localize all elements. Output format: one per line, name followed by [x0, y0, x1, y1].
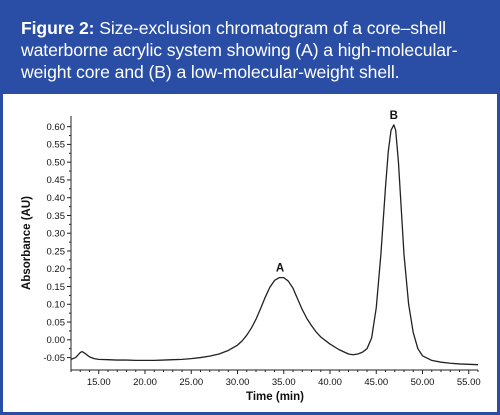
x-axis-title: Time (min): [246, 391, 304, 403]
y-axis: -0.05 0.00 0.05 0.10 0.15 0.20 0.25 0.30 0.35 0.4…: [43, 116, 72, 370]
x-tick-label: 15.00: [87, 377, 111, 388]
y-tick-label: 0.05: [47, 317, 66, 328]
y-tick-label: 0.35: [47, 211, 66, 222]
caption-text: Size-exclusion chromatogram of a core–sh…: [21, 18, 458, 82]
y-tick-label: 0.15: [47, 282, 66, 293]
y-ticks: -0.05 0.00 0.05 0.10 0.15 0.20 0.25 0.30 0.35 0.4…: [43, 122, 71, 364]
x-ticks: 15.00 20.00 25.00 30.00 35.00 40.00 45.00 50.00…: [70, 370, 481, 388]
x-tick-label: 25.00: [179, 377, 203, 388]
y-tick-label: -0.05: [43, 353, 65, 364]
x-tick-label: 50.00: [411, 377, 435, 388]
peak-label-a: A: [276, 263, 284, 275]
y-axis-title: Absorbance (AU): [21, 196, 33, 290]
y-tick-label: 0.50: [47, 157, 66, 168]
chromatogram-chart: -0.05 0.00 0.05 0.10 0.15 0.20 0.25 0.30 0.35 0.4…: [21, 110, 481, 403]
x-axis: 15.00 20.00 25.00 30.00 35.00 40.00 45.00 50.00…: [70, 369, 481, 388]
y-tick-label: 0.55: [47, 140, 66, 151]
x-tick-label: 55.00: [457, 377, 481, 388]
y-tick-label: 0.20: [47, 264, 66, 275]
y-tick-label: 0.00: [47, 335, 66, 346]
y-tick-label: 0.45: [47, 175, 66, 186]
x-tick-label: 30.00: [226, 377, 250, 388]
x-tick-label: 35.00: [272, 377, 296, 388]
x-tick-label: 45.00: [364, 377, 388, 388]
y-tick-label: 0.30: [47, 229, 66, 240]
y-tick-label: 0.60: [47, 122, 66, 133]
peak-labels: AB: [276, 110, 398, 275]
chromatogram-trace: [70, 124, 479, 366]
y-tick-label: 0.40: [47, 193, 66, 204]
peak-label-b: B: [390, 110, 398, 122]
x-tick-label: 40.00: [318, 377, 342, 388]
figure-caption: Figure 2: Size-exclusion chromatogram of…: [3, 3, 497, 94]
y-tick-label: 0.25: [47, 246, 66, 257]
y-tick-label: 0.10: [47, 300, 66, 311]
caption-label: Figure 2:: [21, 18, 95, 38]
x-tick-label: 20.00: [133, 377, 157, 388]
